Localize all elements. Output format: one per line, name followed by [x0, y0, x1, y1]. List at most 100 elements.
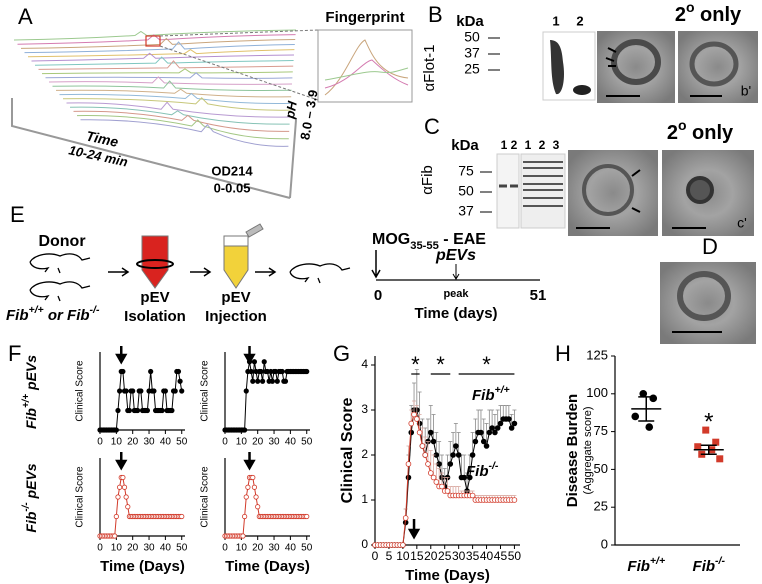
trace-line	[27, 48, 295, 58]
trace-line	[20, 37, 296, 49]
flow-arrows	[108, 267, 277, 277]
y-tick-label: 1	[361, 492, 368, 506]
axes	[614, 356, 740, 546]
lane-label: 2	[511, 138, 518, 152]
point	[113, 427, 119, 433]
point	[716, 455, 724, 463]
point	[148, 368, 154, 375]
row-label: Fib+/+ pEVs	[21, 355, 39, 429]
y-axis-label: Clinical Score	[75, 360, 86, 422]
y-tick-label: 0	[361, 537, 368, 551]
trace-line	[80, 119, 289, 147]
point	[506, 416, 512, 422]
point	[497, 420, 504, 427]
series-line	[225, 477, 307, 537]
vesicle	[611, 39, 661, 85]
point	[480, 438, 487, 445]
point	[117, 484, 123, 490]
point	[400, 542, 406, 548]
trace-line	[52, 80, 292, 92]
point	[250, 378, 256, 384]
panel-label: H	[555, 341, 571, 366]
axis-frame	[11, 98, 297, 199]
point	[162, 388, 168, 394]
point	[251, 359, 258, 365]
x-tick-label: 50	[301, 437, 313, 448]
x-tick-label: 45	[494, 549, 508, 563]
x-tick-label: 10	[111, 437, 123, 448]
x-tick-label: 20	[252, 543, 264, 554]
vesicle	[686, 176, 714, 204]
point	[712, 438, 720, 446]
point	[144, 407, 151, 414]
x-tick-label: Fib-/-	[693, 555, 726, 575]
x-tick-label: 40	[160, 437, 172, 448]
subpanel-label: b'	[741, 83, 751, 99]
error-bar	[428, 450, 433, 473]
point	[405, 461, 412, 467]
error-bar	[462, 454, 467, 478]
point	[282, 378, 289, 384]
significance-label: *	[411, 352, 420, 377]
x-tick-label: 30	[143, 437, 155, 448]
point	[702, 426, 710, 434]
mw-marker: 75	[458, 163, 474, 179]
axis-range: 0-0.05	[214, 180, 251, 195]
error-bar	[420, 427, 425, 446]
panel-label: E	[10, 202, 25, 227]
model-label: MOG35-55 - EAE	[372, 231, 486, 252]
point	[274, 378, 280, 384]
error-bar	[490, 409, 495, 428]
error-bar	[470, 432, 475, 455]
inset-title: Fingerprint	[325, 9, 404, 26]
spin-ring	[136, 259, 174, 269]
x-tick-label: 0	[372, 549, 379, 563]
trace-line	[48, 76, 293, 85]
point	[123, 494, 129, 500]
point	[483, 443, 490, 449]
error-bar	[448, 441, 453, 464]
point	[113, 513, 119, 520]
point	[447, 461, 454, 467]
x-axis-label: Time (Days)	[225, 558, 310, 575]
x-tick-label: 0	[97, 437, 103, 448]
error-bar	[492, 414, 497, 433]
point	[430, 474, 437, 481]
em-image	[568, 150, 658, 236]
x-tick-label: 10	[236, 437, 248, 448]
row-label: Fib-/- pEVs	[21, 463, 39, 532]
y-tick-label: 25	[594, 499, 608, 514]
point	[159, 407, 165, 414]
x-tick-label: 50	[176, 437, 188, 448]
point	[450, 452, 456, 458]
point	[242, 513, 248, 520]
mw-marker: 50	[464, 29, 480, 45]
x-tick-label: 0	[222, 543, 228, 554]
trace-line	[76, 115, 289, 140]
axis-label: pH	[282, 99, 300, 120]
point	[472, 438, 479, 445]
point	[402, 515, 409, 521]
point	[645, 423, 654, 431]
panel-label: A	[18, 4, 33, 29]
y-tick-label: 4	[361, 357, 368, 371]
point	[134, 407, 141, 414]
y-tick-label: 100	[586, 385, 608, 400]
error-bar	[476, 409, 481, 433]
error-bar	[456, 432, 461, 455]
y-axis-sublabel: (Aggregate score)	[582, 406, 594, 494]
point	[240, 533, 246, 539]
mw-marker: 37	[464, 45, 480, 61]
injection-arrow	[452, 264, 460, 280]
error-bar	[638, 396, 655, 422]
lane-label: 2	[576, 13, 583, 28]
control-label: 2o only	[675, 0, 742, 26]
genotype-label: Fib+/+ or Fib-/-	[6, 304, 100, 324]
x-tick-label: 20	[127, 543, 139, 554]
point	[179, 513, 185, 520]
donor-label: Donor	[38, 233, 85, 250]
x-tick-label: 20	[127, 437, 139, 448]
x-tick-label: 5	[386, 549, 393, 563]
point	[123, 388, 129, 394]
zoom-line	[159, 45, 319, 101]
